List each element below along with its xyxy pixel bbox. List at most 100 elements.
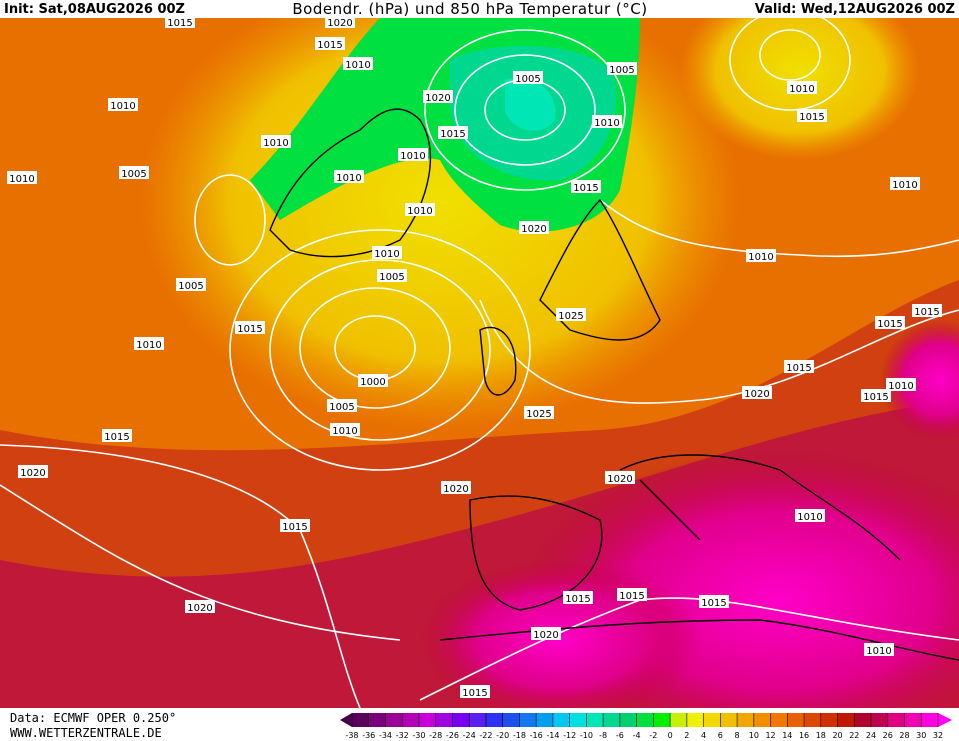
site-url: WWW.WETTERZENTRALE.DE	[10, 726, 162, 740]
colorbar-box	[854, 713, 872, 727]
isobar-label: 1005	[178, 281, 203, 292]
isobar-label: 1020	[20, 468, 45, 479]
colorbar-label: 20	[832, 731, 842, 740]
colorbar-box	[871, 713, 888, 727]
isobar-label: 1015	[167, 18, 192, 29]
colorbar-label: -20	[496, 731, 509, 740]
isobar-label: 1015	[786, 363, 811, 374]
isobar-label-box	[398, 148, 428, 161]
isobar-label-box	[787, 81, 817, 94]
isobar-label: 1010	[748, 252, 773, 263]
isobar-label: 1010	[407, 206, 432, 217]
colorbar-box	[485, 713, 503, 727]
colorbar-box	[619, 713, 637, 727]
colorbar-label: 0	[668, 731, 673, 740]
isobar-labels: 1015 1020 1015 1010 1005 1005 1010 1020 1015 1010…	[7, 15, 942, 699]
colorbar-label: -10	[580, 731, 593, 740]
colorbar-label: -30	[412, 731, 425, 740]
isobar-label: 1010	[110, 101, 135, 112]
colorbar-box	[720, 713, 738, 727]
isobar-label-box	[119, 166, 149, 179]
colorbar-box	[753, 713, 771, 727]
colorbar: -38 -36 -34 -32 -30 -28 -26 -24 -22 -20 -18 -16 -14-…	[340, 713, 952, 740]
isobar-label: 1010	[374, 249, 399, 260]
colorbar-box	[536, 713, 553, 727]
colorbar-label: -24	[463, 731, 476, 740]
isobar-label-box	[185, 600, 215, 613]
isobar-label-box	[797, 109, 827, 122]
colorbar-label: 8	[735, 731, 740, 740]
colorbar-box	[418, 713, 436, 727]
isobar-label: 1005	[515, 74, 540, 85]
colorbar-box	[603, 713, 620, 727]
colorbar-box	[653, 713, 671, 727]
colorbar-box	[552, 713, 570, 727]
colorbar-box	[787, 713, 805, 727]
isobar-label-box	[334, 170, 364, 183]
isobar-label: 1010	[345, 60, 370, 71]
isobar-label-box	[102, 429, 132, 442]
colorbar-box	[770, 713, 788, 727]
colorbar-box	[385, 713, 403, 727]
isobar-label: 1020	[187, 603, 212, 614]
colorbar-label: -14	[546, 731, 559, 740]
isobar-label: 1010	[594, 118, 619, 129]
colorbar-box	[737, 713, 754, 727]
colorbar-label: -16	[530, 731, 543, 740]
colorbar-box	[402, 713, 419, 727]
data-source: Data: ECMWF OPER 0.250°	[10, 711, 176, 725]
colorbar-box	[887, 713, 905, 727]
isobar-label-box	[325, 15, 355, 28]
isobar-label: 1020	[607, 474, 632, 485]
colorbar-label: -4	[633, 731, 641, 740]
isobar-label-box	[343, 57, 373, 70]
colorbar-label: 16	[799, 731, 809, 740]
isobar-label-box	[441, 481, 471, 494]
colorbar-label: 18	[816, 731, 826, 740]
isobar-label-box	[524, 406, 554, 419]
colorbar-label: -32	[396, 731, 409, 740]
isobar-label-box	[423, 90, 453, 103]
colorbar-label: -18	[513, 731, 526, 740]
colorbar-label: -8	[599, 731, 607, 740]
isobar-label: 1020	[521, 224, 546, 235]
isobar-label: 1010	[400, 151, 425, 162]
valid-time: Valid: Wed,12AUG2026 00Z	[755, 2, 955, 17]
isobar-label: 1010	[136, 340, 161, 351]
isobar-label-box	[327, 399, 357, 412]
isobar-label-box	[699, 595, 729, 608]
isobar-label-box	[617, 588, 647, 601]
isobar-label: 1020	[327, 18, 352, 29]
isobar-label-box	[864, 643, 894, 656]
isobar-label: 1015	[799, 112, 824, 123]
colorbar-box	[670, 713, 687, 727]
colorbar-box	[904, 713, 922, 727]
colorbar-box	[636, 713, 654, 727]
isobar-label-box	[405, 203, 435, 216]
isobar-label-box	[513, 71, 543, 84]
isobar-label: 1020	[744, 389, 769, 400]
isobar-label: 1020	[443, 484, 468, 495]
isobar-label-box	[886, 378, 916, 391]
isobar-label: 1020	[533, 630, 558, 641]
isobar-label-box	[519, 221, 549, 234]
colorbar-box	[703, 713, 721, 727]
isobar-label-box	[460, 685, 490, 698]
colorbar-box	[686, 713, 704, 727]
isobar-label: 1015	[104, 432, 129, 443]
isobar-label-box	[861, 389, 891, 402]
isobar-label-box	[280, 519, 310, 532]
isobar-label-box	[438, 126, 468, 139]
colorbar-box	[820, 713, 838, 727]
isobar-label: 1020	[425, 93, 450, 104]
isobar-label: 1025	[526, 409, 551, 420]
isobar-label-box	[531, 627, 561, 640]
colorbar-box	[368, 713, 386, 727]
isobar-label-box	[784, 360, 814, 373]
isobar-label: 1015	[914, 307, 939, 318]
isobar-label: 1000	[360, 377, 385, 388]
colorbar-box	[804, 713, 821, 727]
